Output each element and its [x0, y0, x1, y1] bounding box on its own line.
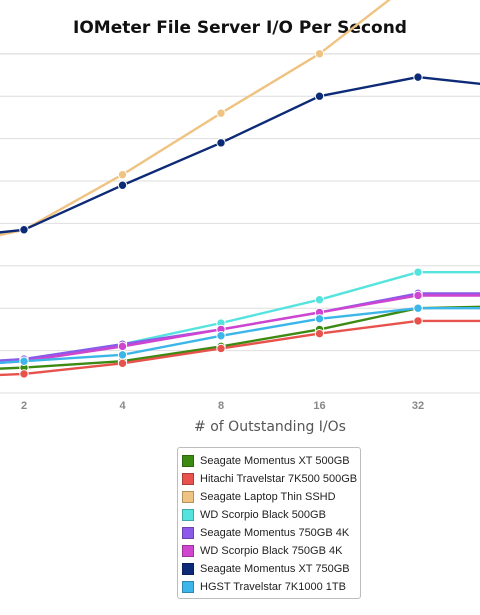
legend-item: Seagate Momentus XT 750GB: [182, 560, 360, 578]
x-tick-label: 2: [21, 400, 27, 412]
data-point: [413, 316, 423, 326]
chart-title: IOMeter File Server I/O Per Second: [73, 18, 407, 38]
series-line: [0, 0, 391, 237]
data-point: [216, 331, 226, 341]
x-axis-title: # of Outstanding I/Os: [194, 419, 346, 435]
data-point: [117, 350, 128, 360]
series-group: [0, 0, 480, 379]
gridlines: [0, 53, 480, 394]
series-line: [0, 319, 480, 377]
legend-swatch: [182, 455, 194, 467]
data-point: [216, 343, 226, 354]
legend-item: Seagate Momentus 750GB 4K: [182, 524, 360, 542]
x-tick-label: 32: [412, 400, 424, 412]
x-tick-label: 16: [313, 400, 325, 412]
legend-swatch: [182, 509, 194, 521]
data-point: [314, 295, 325, 305]
legend-label: HGST Travelstar 7K1000 1TB: [200, 581, 346, 593]
legend-swatch: [182, 581, 194, 593]
legend-item: HGST Travelstar 7K1000 1TB: [182, 578, 360, 596]
x-axis: 2 4 8 16 32: [21, 400, 424, 412]
legend-label: Seagate Laptop Thin SSHD: [200, 491, 336, 503]
legend-label: Seagate Momentus XT 500GB: [200, 455, 350, 467]
series-line: [0, 307, 480, 364]
series-line: [0, 305, 480, 370]
data-point: [314, 314, 325, 324]
legend-swatch: [182, 563, 194, 575]
data-point: [117, 358, 128, 369]
data-point: [19, 225, 29, 235]
legend-item: Seagate Momentus XT 500GB: [182, 452, 360, 470]
legend-label: WD Scorpio Black 500GB: [200, 509, 326, 521]
legend: Seagate Momentus XT 500GB Hitachi Travels…: [177, 447, 361, 599]
data-point: [314, 91, 325, 101]
data-point: [314, 49, 325, 59]
data-point: [413, 303, 423, 313]
legend-label: WD Scorpio Black 750GB 4K: [200, 545, 343, 557]
data-point: [413, 267, 423, 277]
legend-item: Seagate Laptop Thin SSHD: [182, 488, 360, 506]
legend-item: WD Scorpio Black 750GB 4K: [182, 542, 360, 560]
data-point: [216, 138, 226, 148]
data-point: [19, 369, 29, 379]
legend-swatch: [182, 473, 194, 485]
data-point: [314, 328, 325, 339]
legend-swatch: [182, 545, 194, 557]
data-point: [117, 180, 128, 190]
data-point: [413, 72, 423, 82]
x-tick-label: 4: [119, 400, 126, 412]
legend-swatch: [182, 491, 194, 503]
legend-label: Seagate Momentus XT 750GB: [200, 563, 350, 575]
data-point: [117, 341, 128, 352]
legend-item: WD Scorpio Black 500GB: [182, 506, 360, 524]
plot-area: 2 4 8 16 32: [0, 0, 480, 412]
legend-label: Seagate Momentus 750GB 4K: [200, 527, 350, 539]
data-point: [413, 290, 423, 301]
data-point: [216, 108, 226, 118]
legend-label: Hitachi Travelstar 7K500 500GB: [200, 473, 358, 485]
data-point: [19, 356, 29, 366]
x-tick-label: 8: [218, 400, 224, 412]
legend-item: Hitachi Travelstar 7K500 500GB: [182, 470, 360, 488]
data-point: [117, 169, 128, 180]
legend-swatch: [182, 527, 194, 539]
